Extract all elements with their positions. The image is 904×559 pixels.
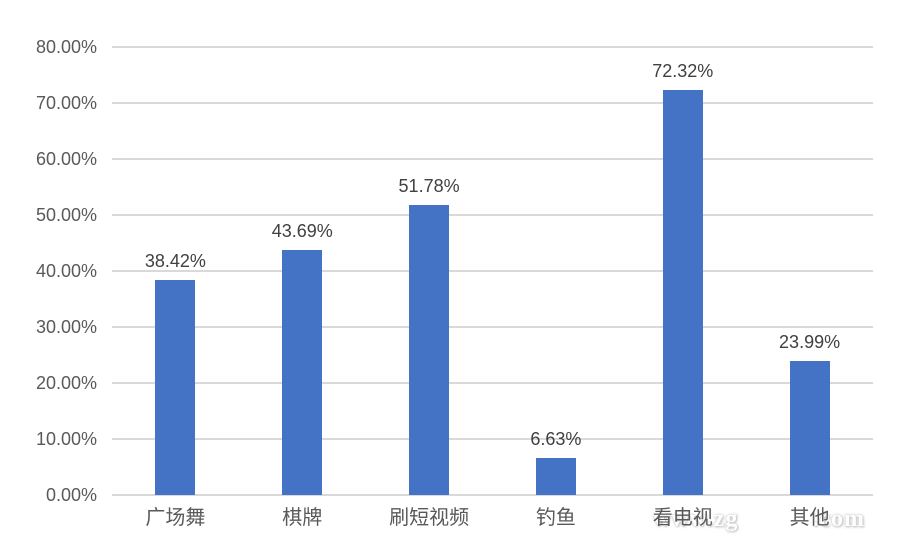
y-axis-tick-label: 40.00%: [35, 261, 97, 281]
gridline: [112, 158, 873, 160]
bar: [662, 90, 703, 495]
gridline: [112, 382, 873, 384]
bar: [282, 250, 323, 495]
y-axis-tick-label: 80.00%: [35, 37, 97, 57]
y-axis-tick-label: 60.00%: [35, 149, 97, 169]
y-axis-tick-label: 50.00%: [35, 205, 97, 225]
value-label: 23.99%: [779, 331, 841, 352]
y-axis-tick-label: 20.00%: [35, 373, 97, 393]
category-label: 刷短视频: [389, 507, 470, 529]
bar: [155, 279, 196, 495]
y-axis-tick-label: 10.00%: [35, 429, 97, 449]
watermark-prefix: www.zg: [653, 506, 739, 532]
bar: [409, 205, 450, 495]
watermark: www.zg .com: [653, 506, 865, 533]
gridline: [112, 494, 873, 496]
gridline: [112, 102, 873, 104]
value-label: 6.63%: [530, 428, 582, 449]
gridline: [112, 214, 873, 216]
y-axis-tick-label: 70.00%: [35, 93, 97, 113]
value-label: 38.42%: [144, 250, 206, 271]
category-label: 广场舞: [145, 507, 206, 529]
bar: [789, 360, 830, 495]
bar: [535, 457, 576, 495]
watermark-suffix: .com: [812, 506, 865, 532]
category-label: 看电视: [652, 507, 713, 529]
category-label: 其他: [789, 507, 830, 529]
gridline: [112, 46, 873, 48]
gridline: [112, 326, 873, 328]
value-label: 51.78%: [398, 176, 460, 197]
y-axis-tick-label: 0.00%: [45, 485, 97, 505]
y-axis-tick-label: 30.00%: [35, 317, 97, 337]
category-label: 棋牌: [282, 507, 323, 529]
value-label: 43.69%: [271, 221, 333, 242]
category-label: 钓鱼: [535, 507, 576, 529]
gridline: [112, 438, 873, 440]
value-label: 72.32%: [652, 61, 714, 81]
gridline: [112, 270, 873, 272]
